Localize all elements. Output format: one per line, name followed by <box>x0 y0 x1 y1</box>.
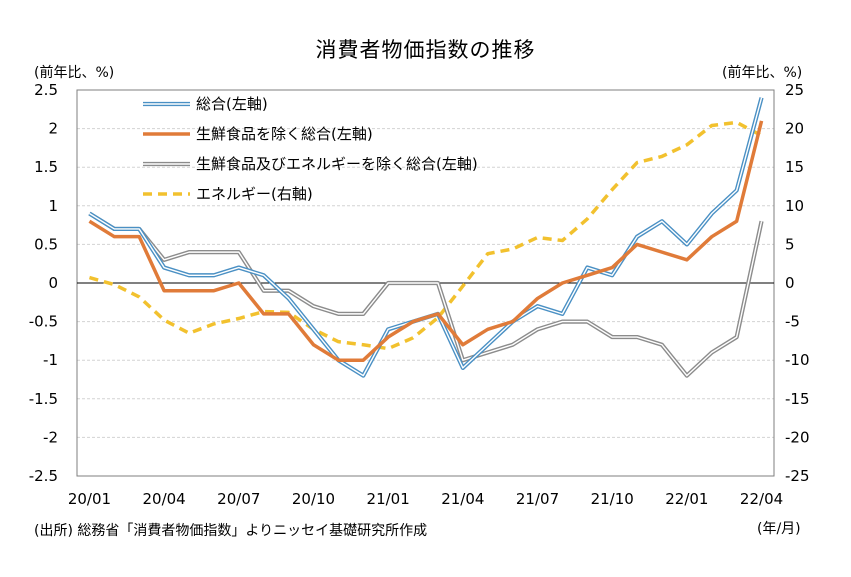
x-tick-label: 20/07 <box>217 490 260 508</box>
series-line-1 <box>88 120 764 362</box>
y-left-tick-label: 0.5 <box>34 235 58 253</box>
x-tick-label: 20/01 <box>68 490 111 508</box>
legend-label-2: 生鮮食品及びエネルギーを除く総合(左軸) <box>196 155 478 173</box>
legend-label-3: エネルギー(右軸) <box>196 185 313 203</box>
series-line-2-inner <box>89 212 763 377</box>
x-tick-label: 20/10 <box>292 490 335 508</box>
y-right-tick-label: 15 <box>785 158 804 176</box>
y-right-tick-label: -15 <box>785 390 810 408</box>
x-tick-label: 21/10 <box>591 490 634 508</box>
y-right-tick-label: -25 <box>785 467 810 485</box>
y-right-tick-label: 0 <box>785 274 795 292</box>
y-right-tick-label: 5 <box>785 235 795 253</box>
series-line-3 <box>88 120 763 351</box>
series-line-0-inner <box>89 97 763 377</box>
y-left-tick-label: 0 <box>48 274 58 292</box>
y-right-tick-label: 10 <box>785 197 804 215</box>
y-left-tick-label: 1 <box>48 197 58 215</box>
x-tick-label: 21/01 <box>367 490 410 508</box>
chart-title: 消費者物価指数の推移 <box>315 38 536 62</box>
x-tick-label: 21/04 <box>441 490 484 508</box>
y-left-tick-label: -0.5 <box>29 313 58 331</box>
series-line-0 <box>88 97 764 378</box>
y-right-tick-label: 25 <box>785 81 804 99</box>
y-left-tick-label: 1.5 <box>34 158 58 176</box>
y-right-tick-label: 20 <box>785 120 804 138</box>
right-axis-unit: (前年比、%) <box>722 65 803 81</box>
y-left-tick-label: -1.5 <box>29 390 58 408</box>
y-left-tick-label: -2.5 <box>29 467 58 485</box>
x-axis-unit: (年/月) <box>757 521 801 537</box>
x-tick-label: 20/04 <box>143 490 186 508</box>
y-right-tick-label: -5 <box>785 313 800 331</box>
y-left-tick-label: 2 <box>48 120 58 138</box>
y-left-tick-label: -2 <box>43 428 58 446</box>
y-right-tick-label: -20 <box>785 428 810 446</box>
source-note: (出所) 総務省「消費者物価指数」よりニッセイ基礎研究所作成 <box>34 523 428 539</box>
x-tick-label: 22/01 <box>665 490 708 508</box>
left-axis-unit: (前年比、%) <box>34 65 115 81</box>
legend-label-1: 生鮮食品を除く総合(左軸) <box>196 125 373 143</box>
y-left-tick-label: -1 <box>43 351 58 369</box>
y-right-tick-label: -10 <box>785 351 810 369</box>
legend-label-0: 総合(左軸) <box>196 95 268 113</box>
series-line-2 <box>88 211 764 378</box>
y-left-tick-label: 2.5 <box>34 81 58 99</box>
x-tick-label: 21/07 <box>516 490 559 508</box>
x-tick-label: 22/04 <box>740 490 783 508</box>
